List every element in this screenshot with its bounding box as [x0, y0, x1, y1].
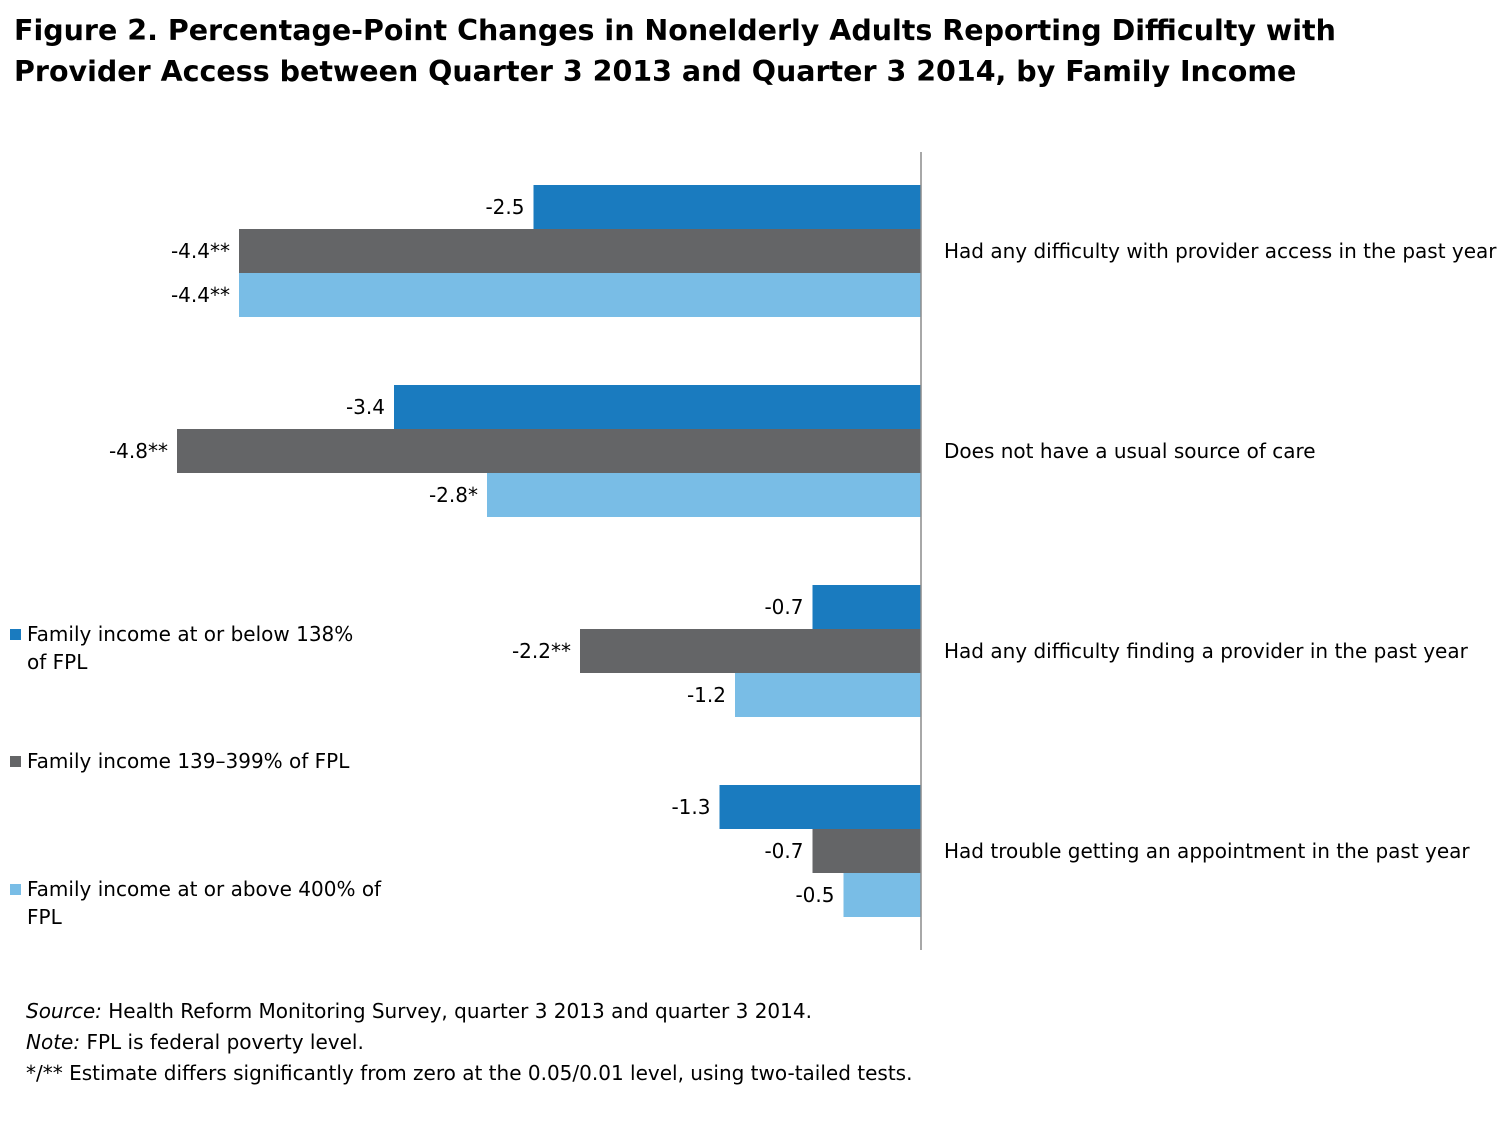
- source-label: Source:: [26, 999, 102, 1023]
- bar-middle-income-4: [812, 829, 921, 873]
- bar-low-income-1: [533, 185, 921, 229]
- data-label-low-income-1: -2.5: [485, 195, 524, 219]
- data-label-middle-income-3: -2.2**: [512, 639, 571, 663]
- data-label-middle-income-4: -0.7: [764, 839, 803, 863]
- data-label-middle-income-1: -4.4**: [171, 239, 230, 263]
- legend-label-low-income: Family income at or below 138% of FPL: [27, 620, 397, 676]
- source-note: Source: Health Reform Monitoring Survey,…: [26, 996, 912, 1027]
- legend-label-low-income-line-2: of FPL: [27, 650, 88, 674]
- data-label-high-income-3: -1.2: [687, 683, 726, 707]
- legend-item-low-income: Family income at or below 138% of FPL: [10, 620, 397, 676]
- category-label-4: Had trouble getting an appointment in th…: [944, 839, 1470, 863]
- bar-low-income-2: [394, 385, 921, 429]
- bar-low-income-3: [812, 585, 921, 629]
- chart-title-line-2: Provider Access between Quarter 3 2013 a…: [14, 55, 1297, 88]
- data-label-low-income-2: -3.4: [346, 395, 385, 419]
- category-label-2: Does not have a usual source of care: [944, 439, 1316, 463]
- bar-middle-income-3: [580, 629, 921, 673]
- bar-high-income-2: [487, 473, 921, 517]
- bar-high-income-4: [843, 873, 921, 917]
- data-label-high-income-2: -2.8*: [429, 483, 478, 507]
- legend-swatch-low-income: [10, 629, 21, 640]
- data-label-low-income-4: -1.3: [671, 795, 710, 819]
- legend-item-middle-income: Family income 139–399% of FPL: [10, 747, 397, 775]
- legend-item-high-income: Family income at or above 400% of FPL: [10, 875, 397, 931]
- data-label-low-income-3: -0.7: [764, 595, 803, 619]
- legend-label-high-income-line-2: FPL: [27, 905, 62, 929]
- data-label-middle-income-2: -4.8**: [109, 439, 168, 463]
- category-label-1: Had any difficulty with provider access …: [944, 239, 1497, 263]
- note-label: Note:: [26, 1030, 81, 1054]
- significance-note: */** Estimate differs significantly from…: [26, 1061, 913, 1085]
- legend-label-high-income-line-1: Family income at or above 400% of: [27, 877, 382, 901]
- data-label-high-income-4: -0.5: [795, 883, 834, 907]
- note-text: FPL is federal poverty level.: [80, 1030, 364, 1054]
- bar-high-income-1: [239, 273, 921, 317]
- bar-high-income-3: [735, 673, 921, 717]
- category-label-3: Had any difficulty finding a provider in…: [944, 639, 1469, 663]
- chart-title-line-1: Figure 2. Percentage-Point Changes in No…: [14, 14, 1336, 47]
- fpl-note: Note: FPL is federal poverty level.: [26, 1027, 912, 1058]
- data-label-high-income-1: -4.4**: [171, 283, 230, 307]
- source-text: Health Reform Monitoring Survey, quarter…: [101, 999, 812, 1023]
- chart-title: Figure 2. Percentage-Point Changes in No…: [14, 10, 1484, 92]
- legend-swatch-high-income: [10, 884, 21, 895]
- chart-notes: Source: Health Reform Monitoring Survey,…: [26, 996, 912, 1089]
- legend-label-low-income-line-1: Family income at or below 138%: [27, 622, 354, 646]
- bar-middle-income-2: [177, 429, 921, 473]
- legend-label-high-income: Family income at or above 400% of FPL: [27, 875, 397, 931]
- bar-low-income-4: [719, 785, 921, 829]
- legend-swatch-middle-income: [10, 756, 21, 767]
- legend-label-middle-income: Family income 139–399% of FPL: [27, 749, 350, 773]
- bar-middle-income-1: [239, 229, 921, 273]
